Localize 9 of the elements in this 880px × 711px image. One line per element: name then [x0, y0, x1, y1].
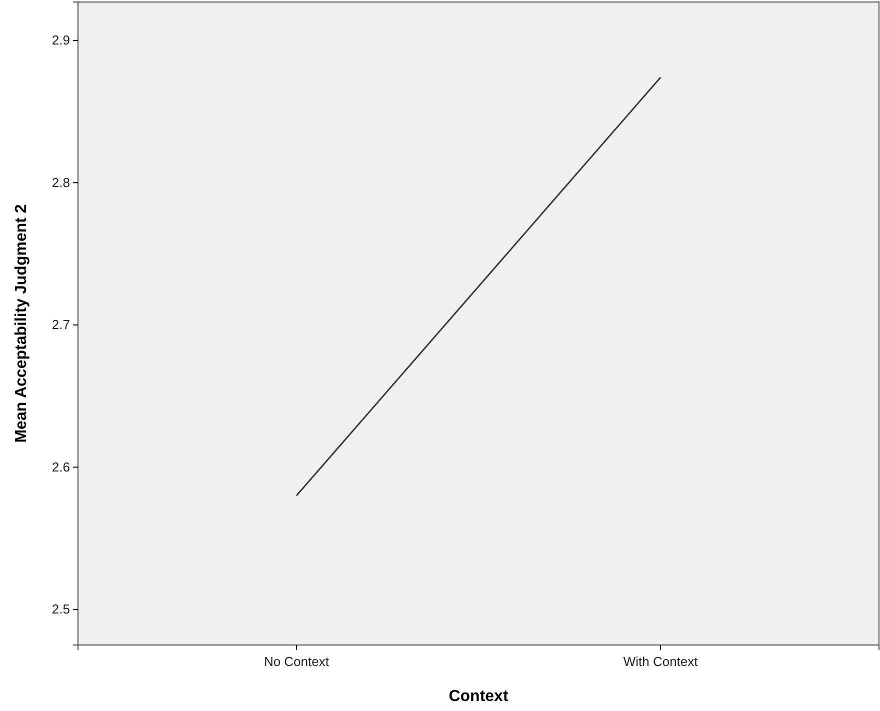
y-tick-label: 2.9	[52, 32, 70, 48]
y-tick-label: 2.5	[52, 602, 70, 617]
y-axis-title: Mean Acceptability Judgment 2	[13, 204, 30, 443]
x-axis-title: Context	[448, 688, 509, 705]
x-tick-label: With Context	[623, 654, 698, 669]
y-tick-label: 2.6	[52, 459, 70, 474]
y-tick-label: 2.7	[52, 317, 70, 332]
y-tick-label: 2.8	[52, 174, 70, 190]
x-tick-label: No Context	[264, 654, 330, 669]
